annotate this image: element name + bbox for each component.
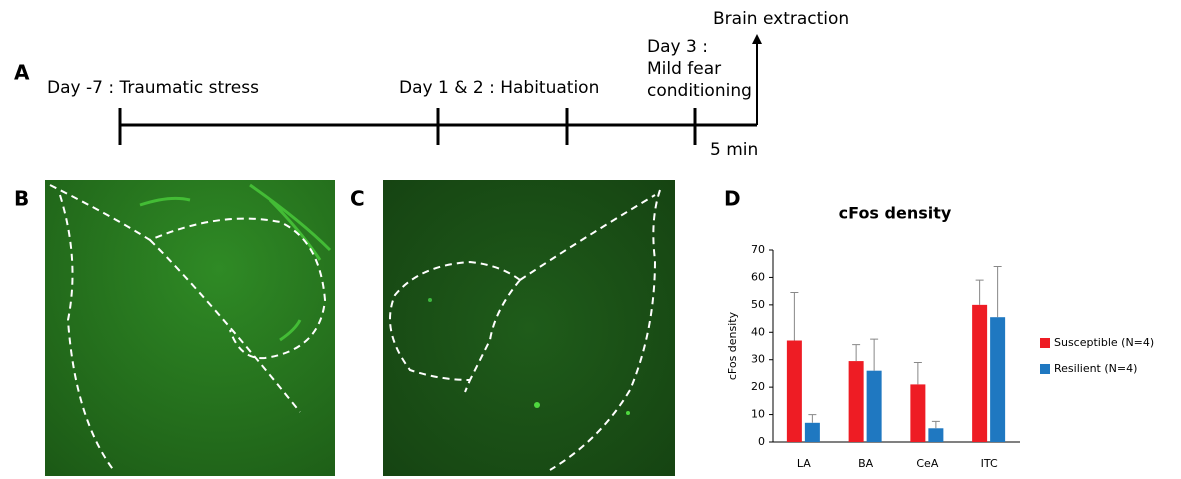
bar <box>928 428 944 442</box>
x-tick-label: LA <box>797 457 811 470</box>
y-tick-label: 30 <box>751 353 765 366</box>
timeline-end: Brain extraction <box>713 9 849 29</box>
chart-title: cFos density <box>839 204 952 223</box>
bar <box>848 361 864 442</box>
legend-label: Resilient (N=4) <box>1054 362 1137 375</box>
panel-label: D <box>724 187 741 211</box>
panel-label: C <box>350 187 365 211</box>
timeline-event: conditioning <box>647 81 752 101</box>
y-tick-label: 40 <box>751 325 765 338</box>
bar <box>910 384 926 442</box>
bar <box>990 317 1006 442</box>
bar <box>866 370 882 442</box>
panel-label: A <box>14 61 30 85</box>
x-tick-label: BA <box>858 457 874 470</box>
bar-chart: cFos density cFos density 0 10 20 30 40 50 60 70 L… <box>726 204 1154 471</box>
legend-swatch <box>1040 338 1050 348</box>
y-tick-label: 60 <box>751 270 765 283</box>
timeline-event: Day -7 : Traumatic stress <box>47 78 259 98</box>
timeline-duration: 5 min <box>710 140 758 160</box>
bar <box>972 304 988 442</box>
error-bar <box>993 265 1002 318</box>
y-tick-label: 10 <box>751 408 765 421</box>
error-bar <box>975 279 984 305</box>
timeline-event: Mild fear <box>647 59 721 79</box>
error-bar <box>852 344 861 362</box>
timeline <box>118 34 762 145</box>
micrograph-c <box>383 180 675 476</box>
x-tick-label: CeA <box>916 457 938 470</box>
bar <box>804 422 820 442</box>
timeline-event: Day 3 : <box>647 37 708 57</box>
x-tick-label: ITC <box>981 457 998 470</box>
bar <box>786 340 802 442</box>
panel-label: B <box>14 187 29 211</box>
error-bar <box>931 420 940 429</box>
error-bar <box>808 414 817 423</box>
y-tick-label: 0 <box>758 435 765 448</box>
error-bar <box>913 361 922 385</box>
y-tick-label: 20 <box>751 380 765 393</box>
y-tick-label: 50 <box>751 298 765 311</box>
micrograph-b <box>45 180 335 476</box>
error-bar <box>790 292 799 341</box>
error-bar <box>870 338 879 371</box>
legend-label: Susceptible (N=4) <box>1054 336 1154 349</box>
timeline-event: Day 1 & 2 : Habituation <box>399 78 599 98</box>
y-axis-label: cFos density <box>726 311 739 380</box>
y-tick-label: 70 <box>751 243 765 256</box>
arrow-head <box>752 34 762 44</box>
legend-swatch <box>1040 364 1050 374</box>
